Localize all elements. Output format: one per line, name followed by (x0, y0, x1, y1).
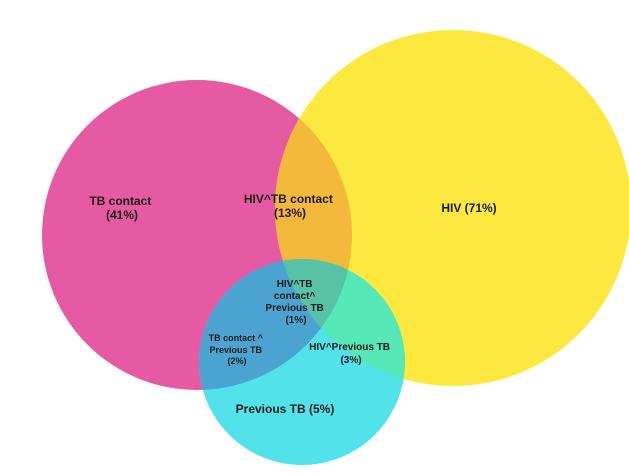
tb-contact-previous-tb-label-line-1: TB contact ^ (209, 333, 264, 343)
tb-contact-label-line-1: TB contact (89, 194, 151, 208)
triple-overlap-label-line-1: HIV^TB (277, 279, 313, 290)
hiv-label-line-1: HIV (71%) (441, 201, 496, 215)
tb-contact-label-line-2: (41%) (106, 208, 138, 222)
triple-overlap-label: HIV^TB contact^ Previous TB (1%) (265, 279, 326, 326)
triple-overlap-label-line-3: Previous TB (265, 303, 323, 314)
hiv-previous-tb-label: HIV^Previous TB (3%) (309, 342, 393, 366)
hiv-tb-contact-label-line-1: HIV^TB contact (244, 192, 333, 206)
tb-contact-previous-tb-label: TB contact ^ Previous TB (2%) (209, 333, 266, 366)
triple-overlap-label-line-2: contact^ (274, 291, 316, 302)
tb-contact-previous-tb-label-line-3: (2%) (227, 356, 246, 366)
tb-contact-previous-tb-label-line-2: Previous TB (209, 345, 262, 355)
hiv-tb-contact-label-line-2: (13%) (274, 206, 306, 220)
tb-contact-label: TB contact (41%) (89, 194, 154, 222)
previous-tb-label-line-1: Previous TB (5%) (236, 402, 335, 416)
hiv-label: HIV (71%) (441, 201, 496, 215)
previous-tb-label: Previous TB (5%) (236, 402, 335, 416)
hiv-previous-tb-label-line-1: HIV^Previous TB (309, 342, 390, 353)
hiv-tb-contact-label: HIV^TB contact (13%) (244, 192, 336, 220)
triple-overlap-label-line-4: (1%) (285, 315, 306, 326)
hiv-previous-tb-label-line-2: (3%) (340, 355, 361, 366)
